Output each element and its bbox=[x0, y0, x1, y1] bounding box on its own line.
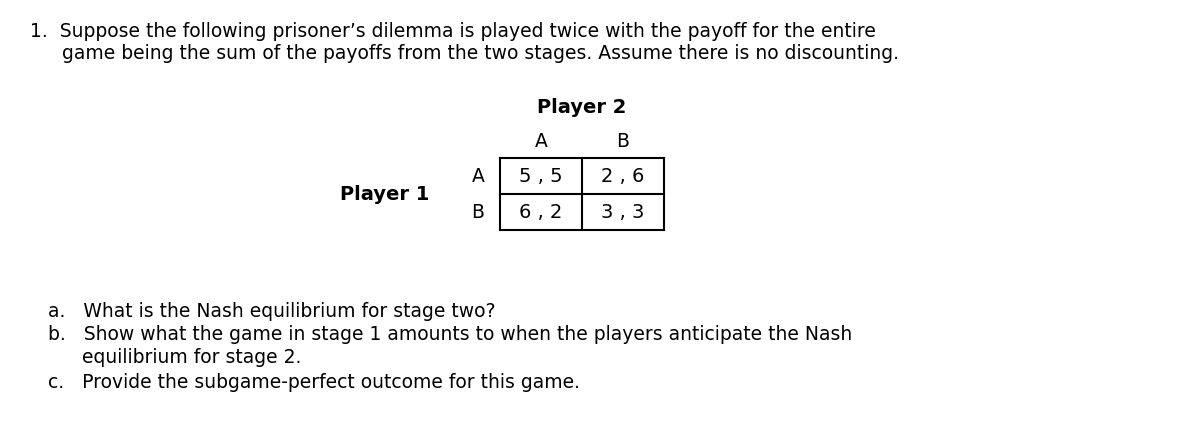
Text: Player 2: Player 2 bbox=[538, 98, 626, 117]
Text: equilibrium for stage 2.: equilibrium for stage 2. bbox=[82, 348, 301, 367]
Text: A: A bbox=[472, 166, 485, 185]
Text: c.   Provide the subgame-perfect outcome for this game.: c. Provide the subgame-perfect outcome f… bbox=[48, 373, 580, 392]
Text: 5 , 5: 5 , 5 bbox=[520, 166, 563, 185]
Text: 1.  Suppose the following prisoner’s dilemma is played twice with the payoff for: 1. Suppose the following prisoner’s dile… bbox=[30, 22, 876, 41]
Text: A: A bbox=[534, 132, 547, 151]
Text: b.   Show what the game in stage 1 amounts to when the players anticipate the Na: b. Show what the game in stage 1 amounts… bbox=[48, 325, 852, 344]
Text: B: B bbox=[472, 202, 485, 222]
Text: 6 , 2: 6 , 2 bbox=[520, 202, 563, 222]
Text: 3 , 3: 3 , 3 bbox=[601, 202, 644, 222]
Text: game being the sum of the payoffs from the two stages. Assume there is no discou: game being the sum of the payoffs from t… bbox=[62, 44, 899, 63]
Text: B: B bbox=[617, 132, 630, 151]
Text: 2 , 6: 2 , 6 bbox=[601, 166, 644, 185]
Text: a.   What is the Nash equilibrium for stage two?: a. What is the Nash equilibrium for stag… bbox=[48, 302, 496, 321]
Text: Player 1: Player 1 bbox=[341, 184, 430, 203]
